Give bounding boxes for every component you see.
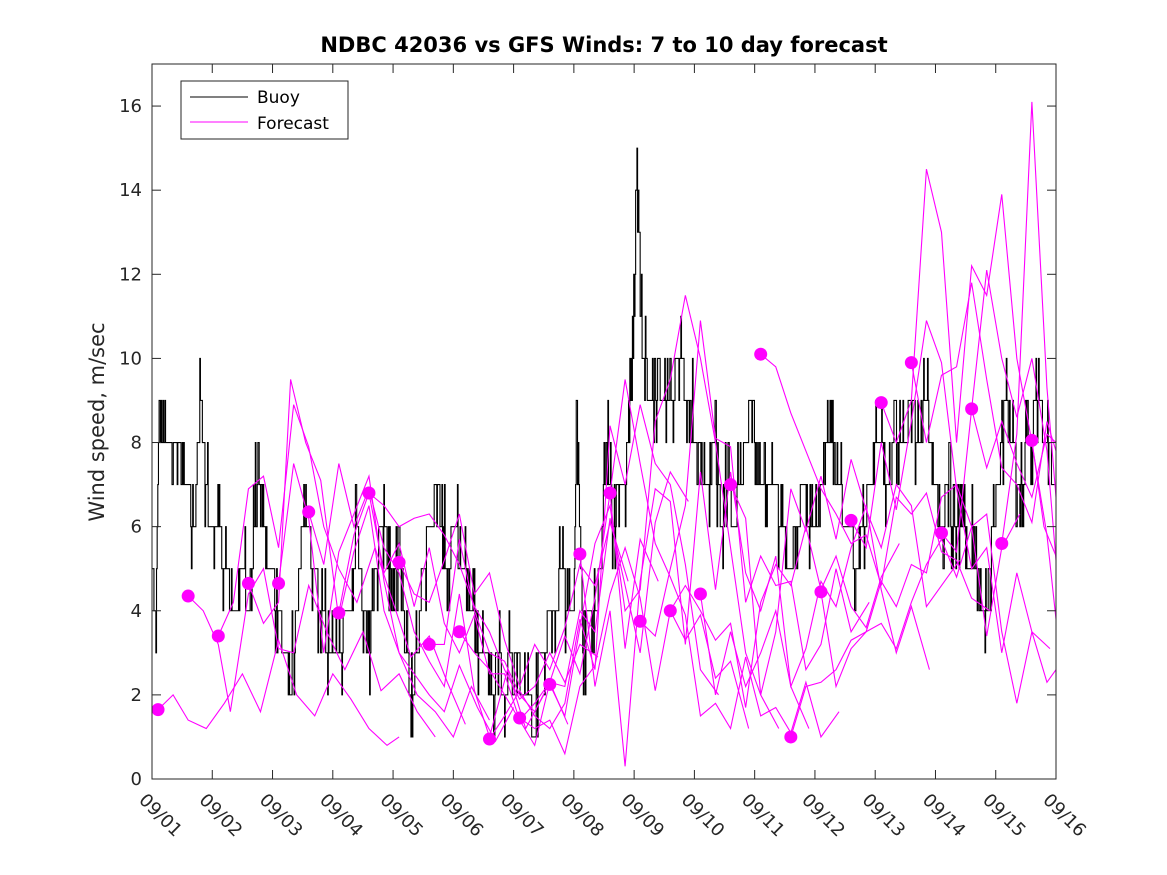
y-tick-label: 8: [131, 433, 142, 454]
y-tick-label: 10: [119, 348, 142, 369]
forecast-point-28: [965, 402, 979, 416]
y-tick-label: 14: [119, 180, 142, 201]
forecast-point-26: [904, 356, 918, 370]
legend-label-forecast: Forecast: [257, 114, 329, 134]
legend-box: [180, 80, 349, 140]
forecast-point-5: [272, 576, 286, 590]
forecast-series-line-27: [941, 269, 1057, 561]
forecast-series-line-12: [489, 404, 719, 740]
forecast-series-line-28: [971, 408, 1057, 499]
forecast-point-8: [362, 486, 376, 500]
forecast-point-22: [784, 730, 798, 744]
forecast-point-2: [181, 589, 195, 603]
forecast-point-16: [603, 486, 617, 500]
forecast-point-9: [392, 555, 406, 569]
forecast-series-line-19: [699, 503, 930, 696]
forecast-point-25: [874, 396, 888, 410]
forecast-series-line-3: [217, 404, 466, 725]
forecast-point-15: [573, 547, 587, 561]
forecast-point-13: [513, 711, 527, 725]
forecast-point-4: [241, 576, 255, 590]
axes-frame: [151, 63, 1057, 780]
forecast-series-line-20: [730, 459, 961, 696]
y-axis-label: Wind speed, m/sec: [85, 322, 109, 521]
forecast-series-line-29: [1001, 101, 1057, 544]
forecast-series-line-1: [157, 638, 400, 747]
y-tick-label: 6: [131, 517, 142, 538]
forecast-series-line-24: [850, 320, 1057, 684]
y-tick-label: 12: [119, 264, 142, 285]
forecast-series-line-18: [669, 526, 900, 708]
forecast-point-30: [1025, 433, 1039, 447]
forecast-point-19: [693, 587, 707, 601]
forecast-point-27: [934, 526, 948, 540]
forecast-series-line-11: [458, 470, 689, 747]
forecast-series-line-2: [187, 567, 436, 738]
forecast-series-line-7: [338, 490, 569, 725]
y-tick-label: 0: [131, 769, 142, 790]
legend: Buoy Forecast: [180, 80, 349, 140]
forecast-point-14: [543, 677, 557, 691]
forecast-series-line-26: [910, 282, 1057, 525]
legend-label-buoy: Buoy: [257, 88, 300, 108]
forecast-series-line-14: [549, 295, 780, 729]
forecast-point-29: [995, 536, 1009, 550]
forecast-point-23: [814, 585, 828, 599]
y-tick-label: 4: [131, 601, 142, 622]
forecast-series-line-30: [1031, 440, 1057, 557]
forecast-point-3: [211, 629, 225, 643]
forecast-point-18: [663, 604, 677, 618]
forecast-point-17: [633, 614, 647, 628]
forecast-point-11: [452, 625, 466, 639]
plot-area: [151, 101, 1057, 767]
forecast-point-6: [302, 505, 316, 519]
forecast-series-line-4: [247, 379, 490, 739]
forecast-series-line-5: [278, 463, 515, 743]
forecast-point-12: [482, 732, 496, 746]
forecast-series-line-16: [609, 379, 840, 739]
forecast-series-line-8: [368, 492, 599, 700]
y-tick-label: 16: [119, 96, 142, 117]
chart-title: NDBC 42036 vs GFS Winds: 7 to 10 day for…: [320, 33, 887, 57]
forecast-point-20: [724, 478, 738, 492]
forecast-series-line-9: [398, 513, 629, 689]
forecast-point-1: [151, 703, 165, 717]
forecast-series-line-21: [760, 353, 991, 612]
forecast-point-7: [332, 606, 346, 620]
forecast-series-line-23: [820, 483, 1051, 704]
forecast-point-21: [754, 347, 768, 361]
forecast-point-24: [844, 513, 858, 527]
forecast-point-10: [422, 637, 436, 651]
forecast-series-line-22: [790, 513, 1021, 738]
y-tick-label: 2: [131, 685, 142, 706]
forecast-series-line-17: [639, 320, 870, 672]
forecast-series-line-6: [308, 463, 545, 739]
